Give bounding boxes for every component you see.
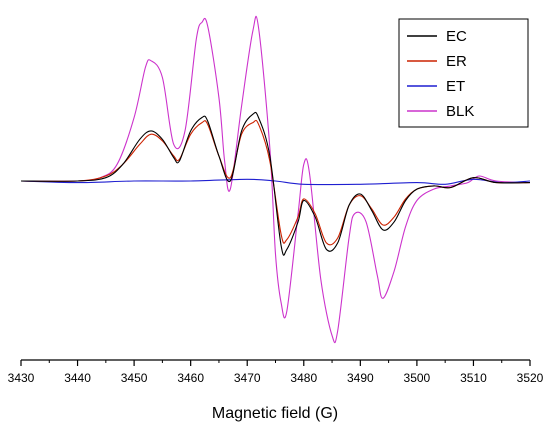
x-axis: 3430 3440 3450 3460 3470 3480 3490 3500 3510 3520 <box>8 359 544 385</box>
x-tick-label: 3500 <box>404 371 431 385</box>
x-tick-label: 3440 <box>64 371 91 385</box>
series-line-et <box>20 178 531 186</box>
x-tick-label: 3520 <box>517 371 544 385</box>
series-line-er <box>20 119 531 246</box>
series-line-ec <box>20 111 531 256</box>
x-tick-label: 3430 <box>8 371 35 385</box>
x-tick-label: 3470 <box>234 371 261 385</box>
legend-label-ec: EC <box>446 28 467 45</box>
series-line-blk <box>20 15 531 344</box>
legend: EC ER ET BLK <box>398 18 529 128</box>
legend-label-er: ER <box>446 53 467 70</box>
x-tick-label: 3510 <box>460 371 487 385</box>
legend-box <box>398 18 529 128</box>
x-axis-title: Magnetic field (G) <box>212 405 338 422</box>
x-tick-label: 3490 <box>347 371 374 385</box>
legend-label-et: ET <box>446 78 465 95</box>
x-tick-label: 3450 <box>121 371 148 385</box>
x-tick-label: 3460 <box>177 371 204 385</box>
legend-label-blk: BLK <box>446 103 474 120</box>
plot-area <box>20 15 531 344</box>
x-tick-label: 3480 <box>290 371 317 385</box>
